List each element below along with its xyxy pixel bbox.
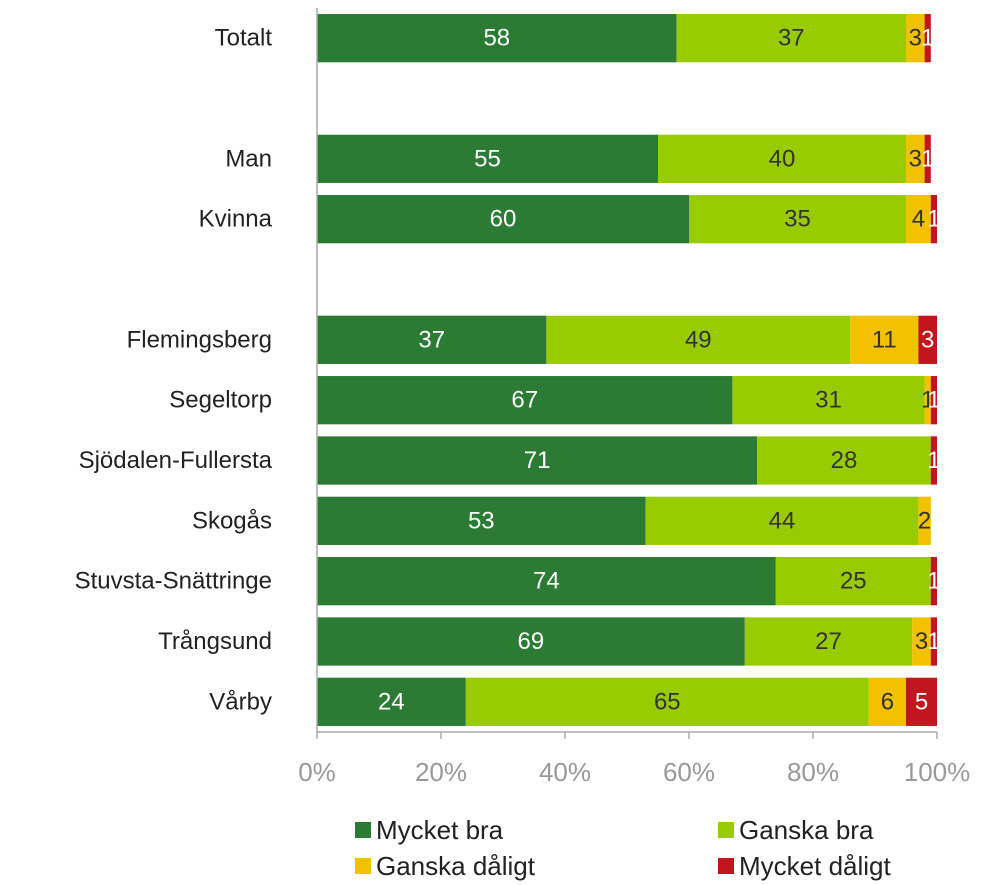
bar-segment [317, 195, 689, 244]
bar-segment [930, 195, 937, 244]
bar-segment [546, 315, 851, 364]
bar-segment [930, 376, 937, 425]
data-label: 40 [769, 145, 796, 172]
bar-segment [906, 134, 925, 183]
data-label: 1 [921, 25, 934, 52]
x-tick-label: 40% [539, 757, 591, 787]
bar-segment [868, 677, 906, 726]
data-label: 67 [511, 387, 538, 414]
bar-segment [645, 496, 919, 545]
data-label: 58 [483, 25, 510, 52]
bar-segment [676, 14, 906, 63]
category-label: Totalt [215, 25, 273, 52]
data-label: 1 [921, 145, 934, 172]
bar-segment [689, 195, 906, 244]
data-label: 5 [915, 688, 928, 715]
data-label: 3 [921, 326, 934, 353]
bar-segment [775, 557, 931, 606]
data-label: 1 [927, 568, 940, 595]
data-label: 69 [518, 628, 545, 655]
legend-swatch [718, 858, 734, 874]
category-label: Sjödalen-Fullersta [79, 447, 273, 474]
x-tick-label: 20% [415, 757, 467, 787]
bar-segment [317, 617, 745, 666]
category-label: Kvinna [199, 206, 273, 233]
data-label: 44 [769, 507, 796, 534]
data-label: 1 [927, 628, 940, 655]
category-label: Stuvsta-Snättringe [75, 568, 272, 595]
bar-segment [924, 376, 931, 425]
x-tick-label: 60% [663, 757, 715, 787]
category-label: Man [225, 145, 272, 172]
category-label: Skogås [192, 507, 272, 534]
bar-segment [317, 677, 466, 726]
bar-segment [317, 134, 658, 183]
legend-swatch [355, 822, 371, 838]
data-label: 31 [815, 387, 842, 414]
data-label: 65 [654, 688, 681, 715]
data-label: 53 [468, 507, 495, 534]
data-label: 1 [927, 206, 940, 233]
legend-label: Ganska dåligt [376, 851, 536, 881]
data-label: 37 [778, 25, 805, 52]
bar-segment [930, 617, 937, 666]
bar-segment [906, 14, 925, 63]
data-label: 49 [685, 326, 712, 353]
bar-segment [317, 557, 776, 606]
bar-segment [757, 436, 931, 485]
category-label: Segeltorp [169, 387, 272, 414]
bar-segment [744, 617, 913, 666]
data-label: 27 [815, 628, 842, 655]
bar-segment [930, 436, 937, 485]
data-label: 37 [418, 326, 445, 353]
bar-segment [906, 677, 937, 726]
data-label: 3 [909, 25, 922, 52]
bar-segment [465, 677, 869, 726]
bar-segment [317, 496, 646, 545]
legend-swatch [718, 822, 734, 838]
data-label: 71 [524, 447, 551, 474]
legend-label: Mycket bra [376, 815, 504, 845]
data-label: 1 [927, 387, 940, 414]
data-label: 11 [872, 326, 897, 353]
bar-segment [918, 496, 931, 545]
bar-segment [924, 134, 931, 183]
bar-segment [850, 315, 919, 364]
data-label: 60 [490, 206, 517, 233]
bar-segment [930, 557, 937, 606]
data-label: 28 [831, 447, 858, 474]
bar-segment [658, 134, 906, 183]
category-label: Flemingsberg [127, 326, 272, 353]
data-label: 35 [784, 206, 811, 233]
category-label: Trångsund [158, 628, 272, 655]
category-label: Vårby [209, 688, 272, 715]
bar-segment [317, 14, 677, 63]
bar-segment [317, 436, 758, 485]
bar-segment [918, 315, 937, 364]
bar-segment [317, 376, 733, 425]
bar-segment [912, 617, 931, 666]
data-label: 24 [378, 688, 405, 715]
x-tick-label: 100% [904, 757, 971, 787]
bar-segment [317, 315, 547, 364]
bar-segment [924, 14, 931, 63]
data-label: 1 [927, 447, 940, 474]
x-tick-label: 80% [787, 757, 839, 787]
data-label: 74 [533, 568, 560, 595]
legend-swatch [355, 858, 371, 874]
data-label: 25 [840, 568, 867, 595]
legend-label: Ganska bra [739, 815, 874, 845]
data-label: 3 [909, 145, 922, 172]
data-label: 3 [915, 628, 928, 655]
bar-segment [906, 195, 931, 244]
data-label: 55 [474, 145, 501, 172]
bar-segment [732, 376, 925, 425]
data-label: 4 [912, 206, 925, 233]
data-label: 2 [918, 507, 931, 534]
legend-label: Mycket dåligt [739, 851, 891, 881]
data-label: 6 [881, 688, 894, 715]
x-tick-label: 0% [298, 757, 336, 787]
